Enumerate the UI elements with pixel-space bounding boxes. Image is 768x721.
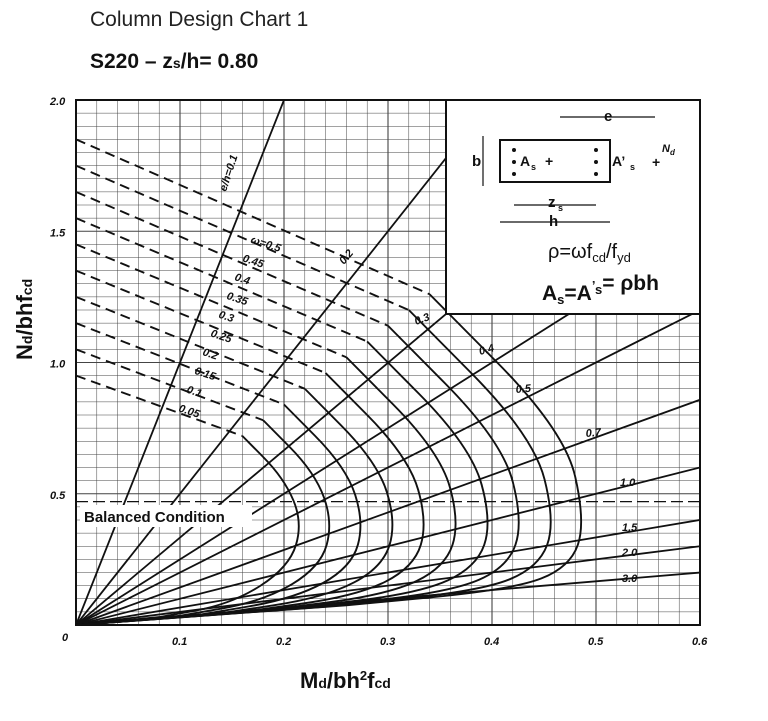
inset-zs-label: z [548,194,556,211]
section-rect [499,139,611,183]
y-tick-label: 1.0 [50,359,66,371]
as-formula: As=A’s= ρbh [542,272,659,307]
omega-curve-dashed [75,295,306,390]
x-tick-label: 0.6 [692,636,708,648]
inset-cross: + [545,153,553,169]
omega-curve [75,372,425,626]
omega-label: 0.15 [193,365,218,383]
rho-formula-part: /f [606,241,618,263]
inset-asp-label: A’ [612,153,625,169]
as-formula-part: =A [564,282,591,305]
origin-label: 0 [62,632,69,644]
x-tick-label: 0.5 [588,636,604,648]
rebar-dot [512,148,516,152]
eccentricity-label: 2.0 [621,547,638,559]
omega-curve [75,340,489,626]
x-tick-label: 0.3 [380,636,395,648]
omega-curve [75,325,520,626]
eccentricity-label: 0.2 [337,247,356,266]
omega-curve [75,356,457,626]
omega-curves [75,138,583,626]
x-tick-label: 0.1 [172,636,187,648]
x-tick-label: 0.4 [484,636,499,648]
y-tick-label: 0.5 [50,490,66,502]
omega-curve [75,293,583,626]
rebar-dot [512,160,516,164]
eccentricity-label: 1.5 [622,522,638,534]
y-tick-label: 1.5 [50,227,66,239]
omega-curve [75,388,394,626]
eccentricity-label: e/h=0.1 [217,153,240,192]
omega-label: ω=0.5 [249,234,283,255]
omega-curve [75,403,362,626]
eccentricity-ray [76,309,700,625]
omega-curve-dashed [75,138,430,296]
omega-curve [75,309,552,626]
balanced-label-bg [80,505,252,527]
inset-b-label: b [472,153,481,170]
omega-curve-dashed [75,374,243,437]
inset-zs-sub: s [558,203,563,213]
inset-e-label: e [604,108,612,125]
rho-formula-part: ρ=ωf [548,241,593,263]
omega-label: 0.3 [217,309,235,325]
eccentricity-label: 0.4 [478,342,496,358]
eccentricity-label: 0.3 [413,311,431,328]
eccentricity-ray [76,398,700,625]
as-formula-part: s [557,292,564,307]
as-formula-part: ’ [592,278,595,293]
omega-curve [75,419,331,626]
as-formula-part: s [595,282,602,297]
y-axis-label: Nd/bhfcd [12,278,37,360]
inset-nd-cross: + [652,154,660,170]
rebar-dot [594,160,598,164]
inset-as-label: A [520,153,530,169]
eccentricity-label: 0.7 [585,427,602,440]
inset-nd-label: N [662,143,671,155]
rho-formula: ρ=ωfcd/fyd [548,241,631,265]
y-tick-label: 2.0 [49,96,66,108]
rebar-dot [594,148,598,152]
rho-formula-part: yd [617,250,631,265]
omega-curve-dashed [75,348,264,422]
chart-title: Column Design Chart 1 [90,8,309,31]
rebar-dot [512,172,516,176]
eccentricity-ray [76,100,285,625]
chart-subtitle: S220 – zs/h= 0.80 [90,50,259,73]
eccentricity-label: 0.5 [515,383,532,396]
eccentricity-label: 3.0 [622,573,638,585]
omega-curve-dashed [75,243,347,359]
balanced-condition-label: Balanced Condition [84,509,225,526]
rho-formula-part: cd [592,250,606,265]
omega-curve-dashed [75,269,326,374]
inset-box [445,99,701,315]
as-formula-part: = ρbh [602,272,659,295]
omega-label: 0.05 [177,403,202,421]
rebar-dot [594,172,598,176]
eccentricity-ray [76,466,700,625]
x-tick-label: 0.2 [276,636,291,648]
inset-nd-sub: d [670,148,676,157]
omega-curve-dashed [75,191,389,327]
x-axis-label: Md/bh2fcd [300,668,391,693]
omega-curve-dashed [75,217,368,343]
omega-curve-dashed [75,322,285,406]
omega-label: 0.2 [201,346,219,362]
eccentricity-ray [76,519,700,625]
as-formula-part: A [542,282,557,305]
eccentricity-ray [76,545,700,625]
omega-label: 0.1 [185,384,203,400]
inset-as-sub: s [531,162,536,172]
eccentricity-ray [76,100,493,625]
omega-label: 0.35 [225,290,250,308]
eccentricity-label: 1.0 [620,477,636,489]
omega-label: 0.4 [233,271,251,287]
omega-curve [75,435,300,626]
omega-curve-dashed [75,164,410,311]
inset-h-label: h [549,213,558,230]
inset-asp-sub: s [630,162,635,172]
plot-frame [75,99,701,626]
